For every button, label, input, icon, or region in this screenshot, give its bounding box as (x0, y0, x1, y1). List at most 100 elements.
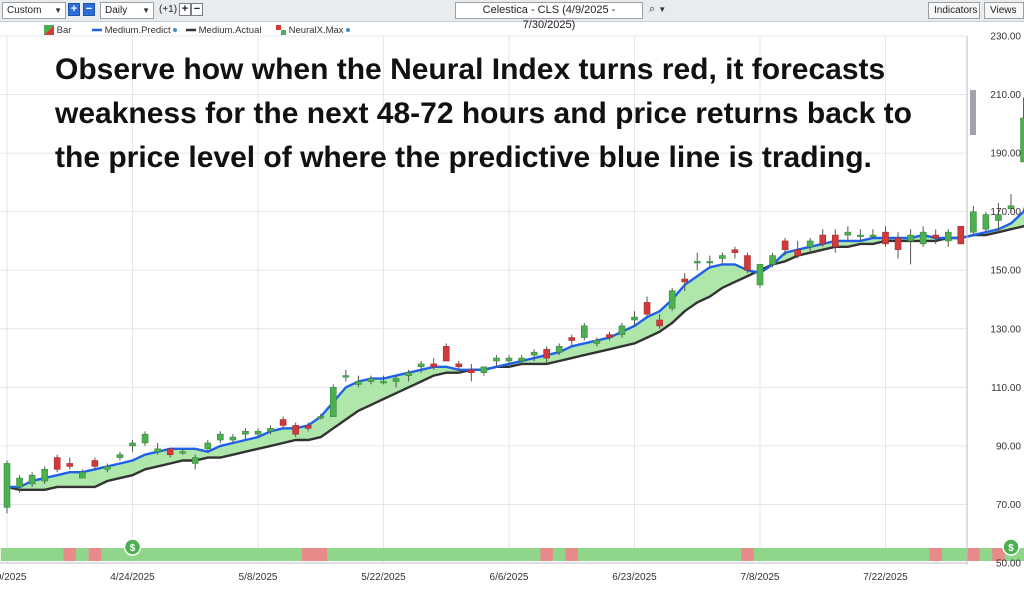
neural-index-cell (954, 548, 968, 561)
candle-body (932, 234, 940, 239)
candle-body (982, 214, 990, 230)
candle-body (342, 375, 350, 378)
neural-index-cell (50, 548, 64, 561)
neural-index-cell (552, 548, 566, 561)
neural-index-cell (138, 548, 152, 561)
legend-neural-label: NeuralX.Max (288, 25, 344, 36)
candle-body (355, 381, 362, 385)
neural-index-cell (239, 548, 253, 561)
chevron-down-icon: ▼ (54, 6, 62, 15)
candle-body (919, 231, 927, 245)
x-tick-label: 6/6/2025 (490, 572, 529, 583)
candle-body (794, 249, 801, 256)
legend-neural[interactable]: NeuralX.Max (276, 25, 350, 36)
neural-index-cell (1017, 548, 1024, 561)
y-tick-label: 50.00 (996, 559, 1021, 570)
candle-body (555, 346, 563, 353)
interval-select[interactable]: Daily ▼ (100, 2, 154, 19)
legend-actual[interactable]: Medium.Actual (186, 25, 261, 36)
candle-body (744, 255, 751, 271)
neural-index-cell (364, 548, 378, 561)
candle-body (129, 442, 136, 447)
minus-icon: − (85, 3, 93, 15)
chevron-down-icon: ▼ (658, 5, 667, 14)
candle-body (656, 319, 663, 327)
candle-body (769, 255, 776, 265)
dividend-icon (123, 538, 142, 556)
candle-body (1007, 205, 1015, 210)
neural-index-cell (427, 548, 441, 561)
candle-body (869, 234, 877, 237)
neural-index-cell (640, 548, 654, 561)
legend-dot-icon (345, 28, 350, 33)
neural-index-cell (728, 548, 742, 561)
range-select[interactable]: Custom ▼ (2, 2, 66, 19)
neural-index-cell (527, 548, 541, 561)
candle-body (242, 430, 249, 435)
neural-index-cell (653, 548, 667, 561)
grid (0, 35, 967, 564)
offset-plus-button[interactable]: + (179, 3, 191, 16)
legend-bar[interactable]: Bar (44, 25, 71, 36)
neural-index-cell (113, 548, 127, 561)
candle-body (606, 334, 613, 338)
y-tick-label: 230.00 (990, 32, 1021, 43)
neural-index-cell (289, 548, 303, 561)
legend-actual-label: Medium.Actual (198, 25, 262, 36)
minus-icon: − (193, 3, 201, 15)
annotation-line-2: weakness for the next 48-72 hours and pr… (55, 97, 912, 130)
search-button[interactable]: ⌕ ▼ (649, 3, 666, 16)
neural-index-cell (866, 548, 880, 561)
neural-index-cell (879, 548, 893, 561)
candle-body (229, 436, 237, 441)
candle-body (543, 348, 550, 359)
zoom-out-button[interactable]: − (83, 3, 95, 16)
candle-body (141, 433, 149, 444)
annotation-line-3: the price level of where the predictive … (55, 141, 872, 174)
neural-index-cell (201, 548, 215, 561)
neural-index-cell (477, 548, 491, 561)
offset-minus-button[interactable]: − (191, 3, 203, 16)
chart-title-field[interactable]: Celestica - CLS (4/9/2025 - 7/30/2025) (455, 2, 643, 31)
neural-index-cell (490, 548, 504, 561)
zoom-in-button[interactable]: + (68, 3, 80, 16)
candle-body (392, 378, 400, 382)
candle-body (204, 442, 212, 450)
y-tick-label: 150.00 (990, 266, 1021, 277)
x-tick-label: 4/24/2025 (110, 572, 155, 583)
neural-index-cell (188, 548, 202, 561)
neural-index-cell (904, 548, 918, 561)
x-tick-label: 6/23/2025 (612, 572, 657, 583)
plus-icon: + (70, 3, 78, 15)
y-tick-label: 170.00 (990, 207, 1021, 218)
legend-predict[interactable]: Medium.Predict (92, 25, 177, 36)
neural-index-cell (615, 548, 629, 561)
candle-body (944, 231, 952, 242)
candle-body (267, 428, 274, 432)
candle-body (442, 346, 450, 362)
neural-index-cell (565, 548, 579, 561)
indicators-button[interactable]: Indicators (928, 2, 980, 19)
dividend-icon-glyph: $ (1008, 543, 1014, 554)
neural-index-cell (101, 548, 114, 561)
x-tick-label: 7/22/2025 (863, 572, 908, 583)
candle-body (292, 425, 299, 435)
neural-index-cell (0, 548, 14, 561)
candle-body (756, 264, 764, 286)
candle-body (53, 457, 61, 470)
neural-index-cell (803, 548, 817, 561)
neural-index-cell (63, 548, 77, 561)
candle-body (28, 474, 36, 485)
candle-body (179, 451, 186, 454)
candle-body (468, 369, 475, 373)
candle-body (580, 325, 588, 338)
candle-body (957, 226, 965, 245)
chevron-down-icon: ▼ (142, 6, 150, 15)
range-select-value: Custom (7, 5, 42, 16)
y-tick-label: 90.00 (996, 441, 1021, 452)
candle-body (907, 234, 914, 242)
neural-index-cell (992, 548, 1006, 561)
neural-index-cell (941, 548, 955, 561)
candle-body (819, 234, 827, 245)
